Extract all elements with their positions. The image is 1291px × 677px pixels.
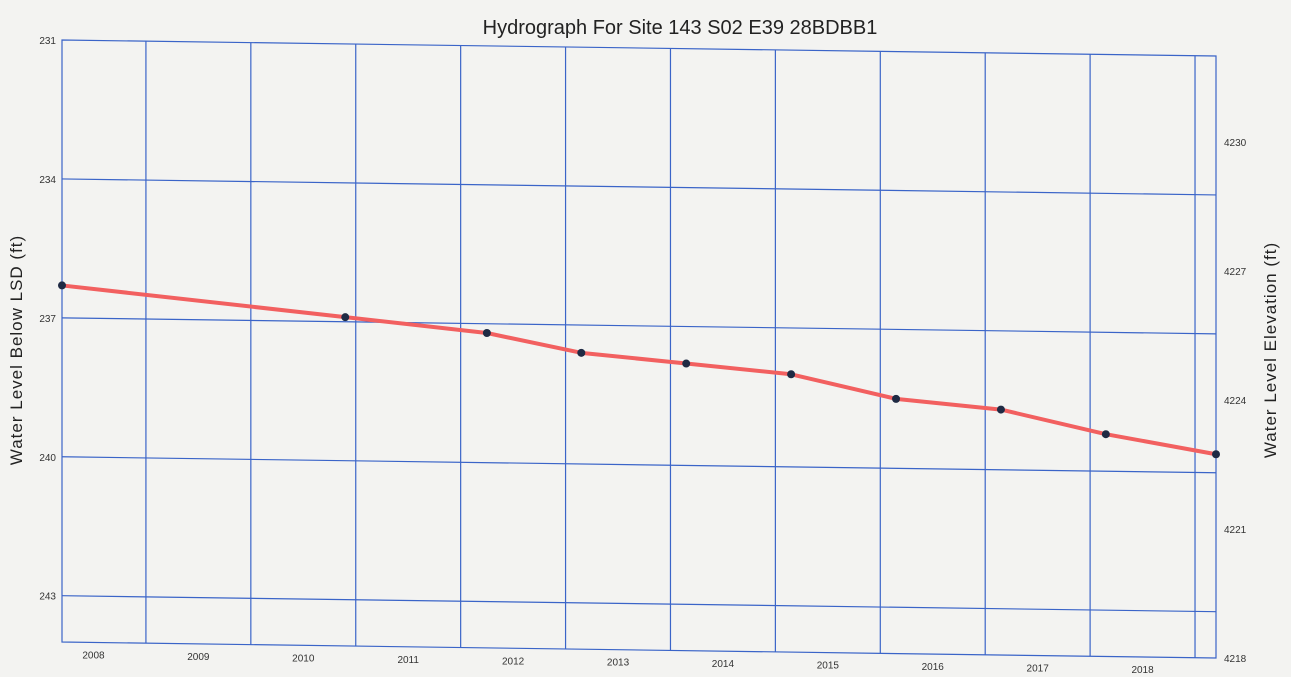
h-gridline: [61, 456, 1217, 474]
y-tick-label: 237: [39, 314, 56, 325]
h-gridline: [61, 595, 1217, 613]
x-tick-label: 2010: [292, 653, 315, 664]
data-point: [341, 313, 350, 322]
x-tick-label: 2011: [397, 655, 419, 666]
data-point: [996, 405, 1005, 414]
chart-title: Hydrograph For Site 143 S02 E39 28BDBB1: [483, 17, 878, 39]
x-tick-label: 2014: [712, 659, 735, 670]
h-gridline: [61, 317, 1217, 335]
data-point: [1101, 430, 1110, 439]
data-point: [892, 394, 901, 403]
y2-tick-label: 4227: [1224, 267, 1247, 278]
series-line: [60, 283, 1218, 457]
x-tick-label: 2013: [607, 658, 630, 669]
x-tick-label: 2016: [922, 662, 945, 673]
h-gridline: [61, 178, 1217, 196]
y-tick-label: 234: [39, 175, 56, 186]
tick-labels: 2008 2009 2010 2011 2012 2013 2014 2015 2016 2017…: [39, 36, 1246, 676]
y-axis-label: Water Level Below LSD (ft): [7, 235, 26, 465]
data-point: [482, 328, 491, 337]
data-point: [787, 370, 796, 379]
x-tick-label: 2018: [1131, 665, 1154, 676]
y2-tick-label: 4221: [1224, 525, 1247, 536]
y-tick-label: 240: [39, 453, 56, 464]
x-tick-label: 2017: [1027, 664, 1050, 675]
series-layer: [58, 281, 1220, 459]
x-tick-label: 2008: [82, 650, 105, 661]
y-tick-label: 231: [39, 36, 56, 47]
data-point: [682, 359, 691, 368]
x-tick-label: 2015: [817, 661, 840, 672]
x-tick-label: 2012: [502, 656, 525, 667]
plot-frame: [61, 39, 1217, 659]
y2-tick-label: 4224: [1224, 396, 1247, 407]
data-point: [577, 348, 586, 357]
y-tick-label: 243: [39, 592, 56, 603]
x-tick-label: 2009: [187, 652, 210, 663]
y2-tick-label: 4230: [1224, 138, 1247, 149]
data-point: [58, 281, 66, 290]
y2-axis-label: Water Level Elevation (ft): [1261, 242, 1280, 458]
grid-lines: [61, 39, 1217, 659]
data-point: [1212, 450, 1220, 459]
y2-tick-label: 4218: [1224, 654, 1247, 665]
